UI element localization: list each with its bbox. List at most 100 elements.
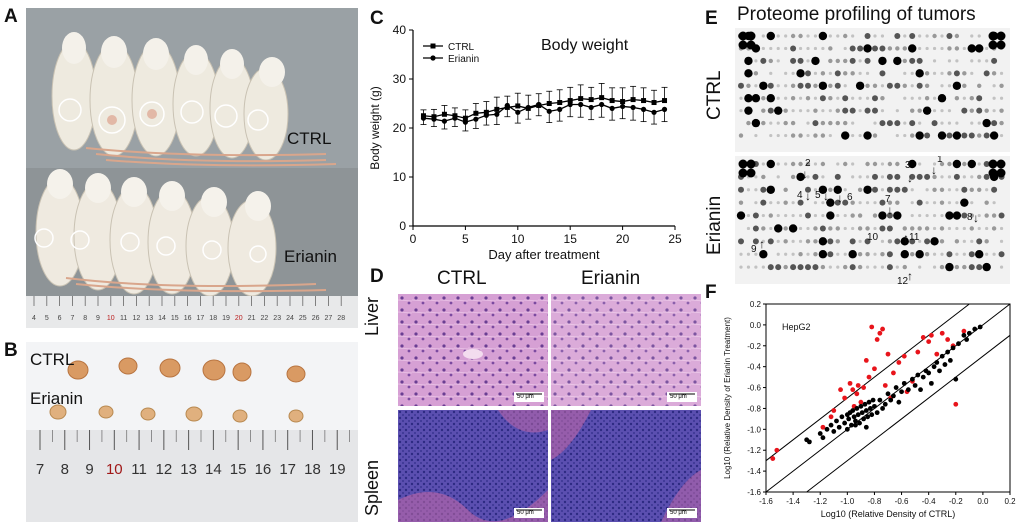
scatter-point-black <box>861 416 866 422</box>
array-spot <box>746 265 751 269</box>
array-spot <box>872 83 878 88</box>
array-spot <box>805 212 811 219</box>
array-spot <box>887 161 893 167</box>
array-spot <box>828 226 833 231</box>
ruler-b-tick-label: 19 <box>329 461 346 478</box>
scatter-point-red <box>874 337 880 342</box>
scatter-point-black <box>831 429 837 434</box>
array-spot <box>858 201 862 205</box>
array-spot <box>952 81 962 90</box>
label-ctrl-b: CTRL <box>30 350 75 369</box>
data-point-ctrl <box>483 109 489 115</box>
array-spot <box>812 120 819 127</box>
array-spot <box>872 161 878 167</box>
array-spot <box>962 83 967 88</box>
data-point-erianin <box>515 109 521 115</box>
array-spot <box>761 108 766 113</box>
erianin-tumors <box>49 404 304 423</box>
array-spot <box>813 83 818 88</box>
array-spot <box>738 82 744 89</box>
array-spot <box>863 44 872 53</box>
histology-liver-ctrl <box>398 294 548 406</box>
array-spot <box>969 213 974 218</box>
array-spot <box>985 46 989 51</box>
array-spot <box>984 213 989 218</box>
data-point-erianin <box>651 109 657 115</box>
array-spot <box>932 265 937 269</box>
array-spot <box>932 96 937 100</box>
ruler-b-tick-label: 14 <box>205 461 222 478</box>
array-spot <box>826 198 835 207</box>
ruler-b-tick-label: 18 <box>304 461 321 478</box>
ruler-a-tick-label: 22 <box>261 315 269 322</box>
scatter-point-black <box>854 406 860 411</box>
histology-spleen-erianin <box>551 410 701 522</box>
y-tick-label: -0.6 <box>747 384 761 393</box>
array-spot <box>767 82 774 89</box>
array-spot <box>879 45 886 52</box>
data-point-erianin <box>462 119 468 125</box>
scatter-point-red <box>953 401 959 407</box>
data-point-erianin <box>420 115 427 121</box>
array-spot <box>753 71 759 76</box>
array-spot <box>947 84 952 88</box>
array-spot <box>790 57 797 64</box>
array-spot <box>880 84 885 88</box>
scatter-point-red <box>774 447 780 453</box>
x-tick-label: -1.6 <box>759 497 773 506</box>
arrow-label: 3 <box>905 160 911 171</box>
label-ctrl-a: CTRL <box>287 129 332 148</box>
scatter-point-red <box>896 360 902 365</box>
array-spot <box>903 133 907 138</box>
array-spot <box>761 226 766 231</box>
scatter-point-red <box>920 335 926 340</box>
array-spot <box>879 70 886 77</box>
array-spot <box>887 200 893 205</box>
array-spot <box>886 212 893 219</box>
label-erianin-a: Erianin <box>284 247 337 266</box>
array-spot <box>970 71 974 75</box>
array-spot <box>835 108 840 113</box>
array-spot <box>918 265 922 269</box>
array-spot <box>790 161 796 167</box>
array-spot <box>746 252 751 256</box>
scatter-point-black <box>842 420 848 426</box>
data-point-erianin <box>640 106 647 112</box>
array-spot <box>851 133 855 138</box>
x-tick-label: 25 <box>668 232 682 246</box>
array-spot <box>828 187 833 192</box>
array-spot <box>739 252 743 256</box>
array-spot <box>992 96 996 100</box>
ruler-b-tick-label: 17 <box>279 461 296 478</box>
array-spot <box>895 109 899 113</box>
data-point-erianin <box>473 116 479 122</box>
y-tick-label: -0.2 <box>747 342 761 351</box>
array-spot <box>886 225 893 232</box>
array-spot <box>947 188 952 192</box>
data-point-erianin <box>661 106 668 112</box>
array-spot <box>858 96 862 100</box>
array-spot <box>940 109 944 113</box>
scatter-point-black <box>863 424 869 430</box>
array-spot <box>738 186 744 193</box>
array-spot <box>916 82 923 89</box>
array-spot <box>783 108 788 113</box>
scatter-point-black <box>851 414 857 420</box>
array-spot <box>895 265 899 269</box>
array-spot <box>999 108 1004 113</box>
array-spot <box>828 96 833 101</box>
array-spot <box>746 188 751 192</box>
array-spot <box>784 162 788 166</box>
array-spot <box>843 226 847 231</box>
array-spot <box>939 264 945 270</box>
array-spot <box>739 265 743 269</box>
array-spot <box>842 199 849 206</box>
scatter-point-black <box>931 364 937 370</box>
array-spot <box>843 252 847 256</box>
array-spot <box>769 121 773 125</box>
array-spot <box>945 262 954 272</box>
array-spot <box>811 56 820 66</box>
arrow-glyph: ↑ <box>759 237 765 251</box>
scatter-point-black <box>874 410 880 416</box>
data-point-ctrl <box>630 97 636 103</box>
